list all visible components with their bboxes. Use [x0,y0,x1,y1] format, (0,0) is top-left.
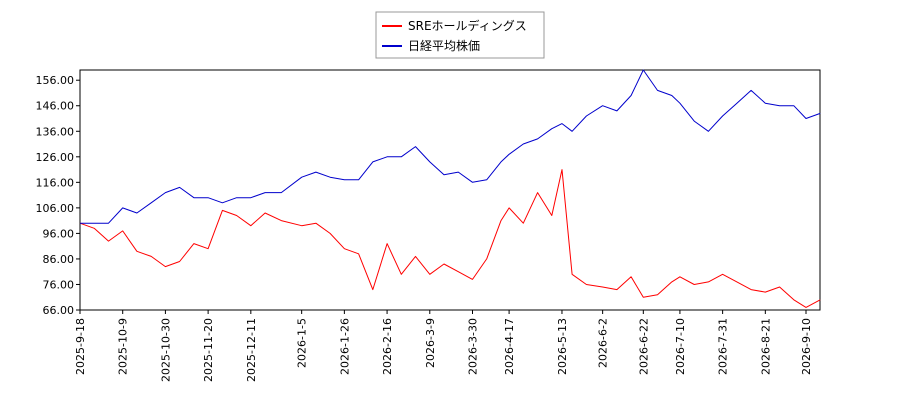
x-tick-label: 2025-9-18 [74,318,87,375]
x-tick-label: 2026-3-9 [424,318,437,368]
y-tick-label: 146.00 [36,100,75,113]
x-tick-label: 2026-4-17 [503,318,516,375]
x-tick-label: 2026-9-10 [800,318,813,375]
y-axis-tick-labels: 66.00 76.00 86.00 96.00 106.00 116.00 126.00 13… [36,74,75,317]
x-tick-label: 2025-10-9 [117,318,130,375]
y-tick-label: 106.00 [36,202,75,215]
y-tick-label: 136.00 [36,125,75,138]
x-tick-label: 2026-3-30 [466,318,479,375]
legend-label: 日経平均株価 [408,38,480,53]
x-tick-label: 2026-6-22 [637,318,650,375]
y-tick-label: 66.00 [43,304,75,317]
x-tick-label: 2026-8-21 [759,318,772,375]
plot-frame [79,69,821,311]
y-tick-label: 126.00 [36,151,75,164]
axes [76,69,821,314]
legend-label: SREホールディングス [408,18,527,33]
y-tick-label: 156.00 [36,74,75,87]
x-tick-label: 2026-6-2 [597,318,610,368]
series-layer [79,69,821,308]
y-tick-label: 96.00 [43,227,75,240]
x-tick-label: 2026-7-10 [674,318,687,375]
x-tick-label: 2026-5-13 [556,318,569,375]
series-line-1 [80,69,821,224]
y-tick-label: 86.00 [43,253,75,266]
y-tick-label: 76.00 [43,278,75,291]
x-tick-label: 2026-2-16 [381,318,394,375]
y-tick-label: 116.00 [36,176,75,189]
x-axis-tick-labels: 2025-9-18 2025-10-9 2025-10-30 2025-11-20 20… [74,318,813,382]
x-tick-label: 2025-11-20 [202,318,215,382]
x-tick-label: 2026-7-31 [717,318,730,375]
legend-box [375,11,545,59]
x-tick-label: 2026-1-26 [338,318,351,375]
x-tick-label: 2025-10-30 [159,318,172,382]
x-tick-label: 2026-1-5 [296,318,309,368]
x-tick-label: 2025-12-11 [245,318,258,382]
series-line-0 [79,169,821,308]
